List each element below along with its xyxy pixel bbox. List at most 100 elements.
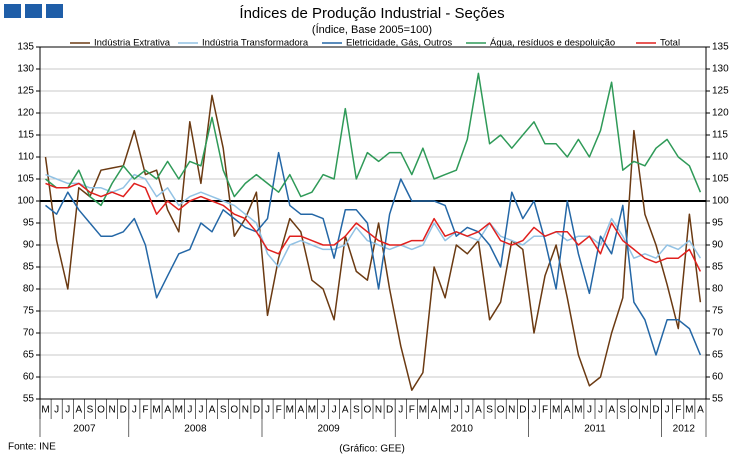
x-tick-label: M	[175, 405, 183, 416]
x-tick-label: J	[198, 405, 203, 416]
chart-subtitle: (Índice, Base 2005=100)	[312, 23, 432, 36]
x-tick-label: D	[386, 405, 393, 416]
x-tick-label: M	[552, 405, 560, 416]
year-label: 2010	[451, 424, 474, 435]
x-tick-label: O	[364, 405, 372, 416]
x-tick-label: M	[574, 405, 582, 416]
series-line	[45, 151, 702, 356]
y-tick-label: 125	[17, 86, 34, 97]
x-tick-label: F	[142, 405, 148, 416]
legend-label: Indústria Extrativa	[94, 38, 171, 49]
x-tick-label: F	[409, 405, 415, 416]
y2-tick-label: 100	[712, 196, 729, 207]
year-label: 2008	[184, 424, 207, 435]
y-tick-label: 70	[23, 328, 35, 339]
y2-tick-label: 65	[712, 350, 724, 361]
x-tick-label: J	[398, 405, 403, 416]
x-tick-label: M	[41, 405, 49, 416]
legend-label: Eletricidade, Gás, Outros	[346, 38, 452, 49]
x-tick-label: O	[97, 405, 105, 416]
x-tick-label: A	[608, 405, 615, 416]
logo-square	[46, 4, 63, 18]
x-tick-label: D	[652, 405, 659, 416]
y2-tick-label: 60	[712, 372, 724, 383]
x-tick-label: J	[598, 405, 603, 416]
y-tick-label: 110	[18, 152, 34, 163]
x-tick-label: M	[308, 405, 316, 416]
x-tick-label: F	[276, 405, 282, 416]
x-tick-label: J	[187, 405, 192, 416]
year-label: 2011	[584, 424, 606, 435]
y2-tick-label: 135	[712, 42, 729, 53]
y2-tick-label: 75	[712, 306, 724, 317]
x-tick-label: J	[332, 405, 337, 416]
y-tick-label: 90	[23, 240, 35, 251]
y2-tick-label: 125	[712, 86, 729, 97]
chart-title: Índices de Produção Industrial - Seções	[239, 5, 504, 22]
y-tick-label: 95	[23, 218, 35, 229]
y-tick-label: 100	[17, 196, 34, 207]
y-tick-label: 75	[23, 306, 35, 317]
x-tick-label: N	[641, 405, 648, 416]
x-tick-label: D	[120, 405, 127, 416]
y2-tick-label: 105	[712, 174, 729, 185]
y-tick-label: 65	[23, 350, 35, 361]
y-tick-label: 60	[23, 372, 35, 383]
y-tick-label: 105	[17, 174, 34, 185]
y2-tick-label: 70	[712, 328, 724, 339]
logo-square	[4, 4, 21, 18]
legend-label: Total	[660, 38, 680, 49]
x-tick-label: M	[152, 405, 160, 416]
logo-square	[25, 4, 42, 18]
x-tick-label: O	[497, 405, 505, 416]
x-tick-label: O	[230, 405, 238, 416]
x-tick-label: J	[587, 405, 592, 416]
x-tick-label: J	[321, 405, 326, 416]
year-label: 2012	[673, 424, 696, 435]
x-tick-label: J	[54, 405, 59, 416]
x-tick-label: A	[76, 405, 83, 416]
source: Fonte: INE	[8, 442, 56, 453]
y2-tick-label: 95	[712, 218, 724, 229]
x-tick-label: A	[697, 405, 704, 416]
y2-tick-label: 130	[712, 64, 729, 75]
x-tick-label: S	[619, 405, 626, 416]
x-tick-label: F	[542, 405, 548, 416]
x-tick-label: A	[564, 405, 571, 416]
x-tick-label: J	[454, 405, 459, 416]
x-tick-label: J	[65, 405, 70, 416]
x-tick-label: A	[209, 405, 216, 416]
y2-tick-label: 85	[712, 262, 724, 273]
x-tick-label: M	[419, 405, 427, 416]
x-tick-label: D	[253, 405, 260, 416]
legend-label: Indústria Transformadora	[202, 38, 309, 49]
credit: (Gráfico: GEE)	[339, 444, 405, 455]
x-tick-label: S	[486, 405, 493, 416]
x-tick-label: N	[508, 405, 515, 416]
x-tick-label: D	[519, 405, 526, 416]
series-line	[45, 182, 702, 272]
y2-tick-label: 90	[712, 240, 724, 251]
series-line	[45, 72, 702, 207]
x-tick-label: A	[298, 405, 305, 416]
y-tick-label: 55	[23, 394, 35, 405]
series-line	[45, 173, 702, 268]
x-tick-label: J	[531, 405, 536, 416]
x-tick-label: J	[665, 405, 670, 416]
x-tick-label: F	[675, 405, 681, 416]
y2-tick-label: 115	[712, 130, 728, 141]
x-tick-label: N	[109, 405, 116, 416]
x-tick-label: A	[342, 405, 349, 416]
year-label: 2007	[73, 424, 96, 435]
x-tick-label: A	[164, 405, 171, 416]
x-tick-label: N	[375, 405, 382, 416]
x-tick-label: O	[630, 405, 638, 416]
x-tick-label: S	[220, 405, 227, 416]
x-tick-label: S	[87, 405, 94, 416]
y-tick-label: 135	[17, 42, 34, 53]
y2-tick-label: 120	[712, 108, 729, 119]
y2-tick-label: 80	[712, 284, 724, 295]
x-tick-label: M	[441, 405, 449, 416]
x-tick-label: A	[475, 405, 482, 416]
y2-tick-label: 55	[712, 394, 724, 405]
